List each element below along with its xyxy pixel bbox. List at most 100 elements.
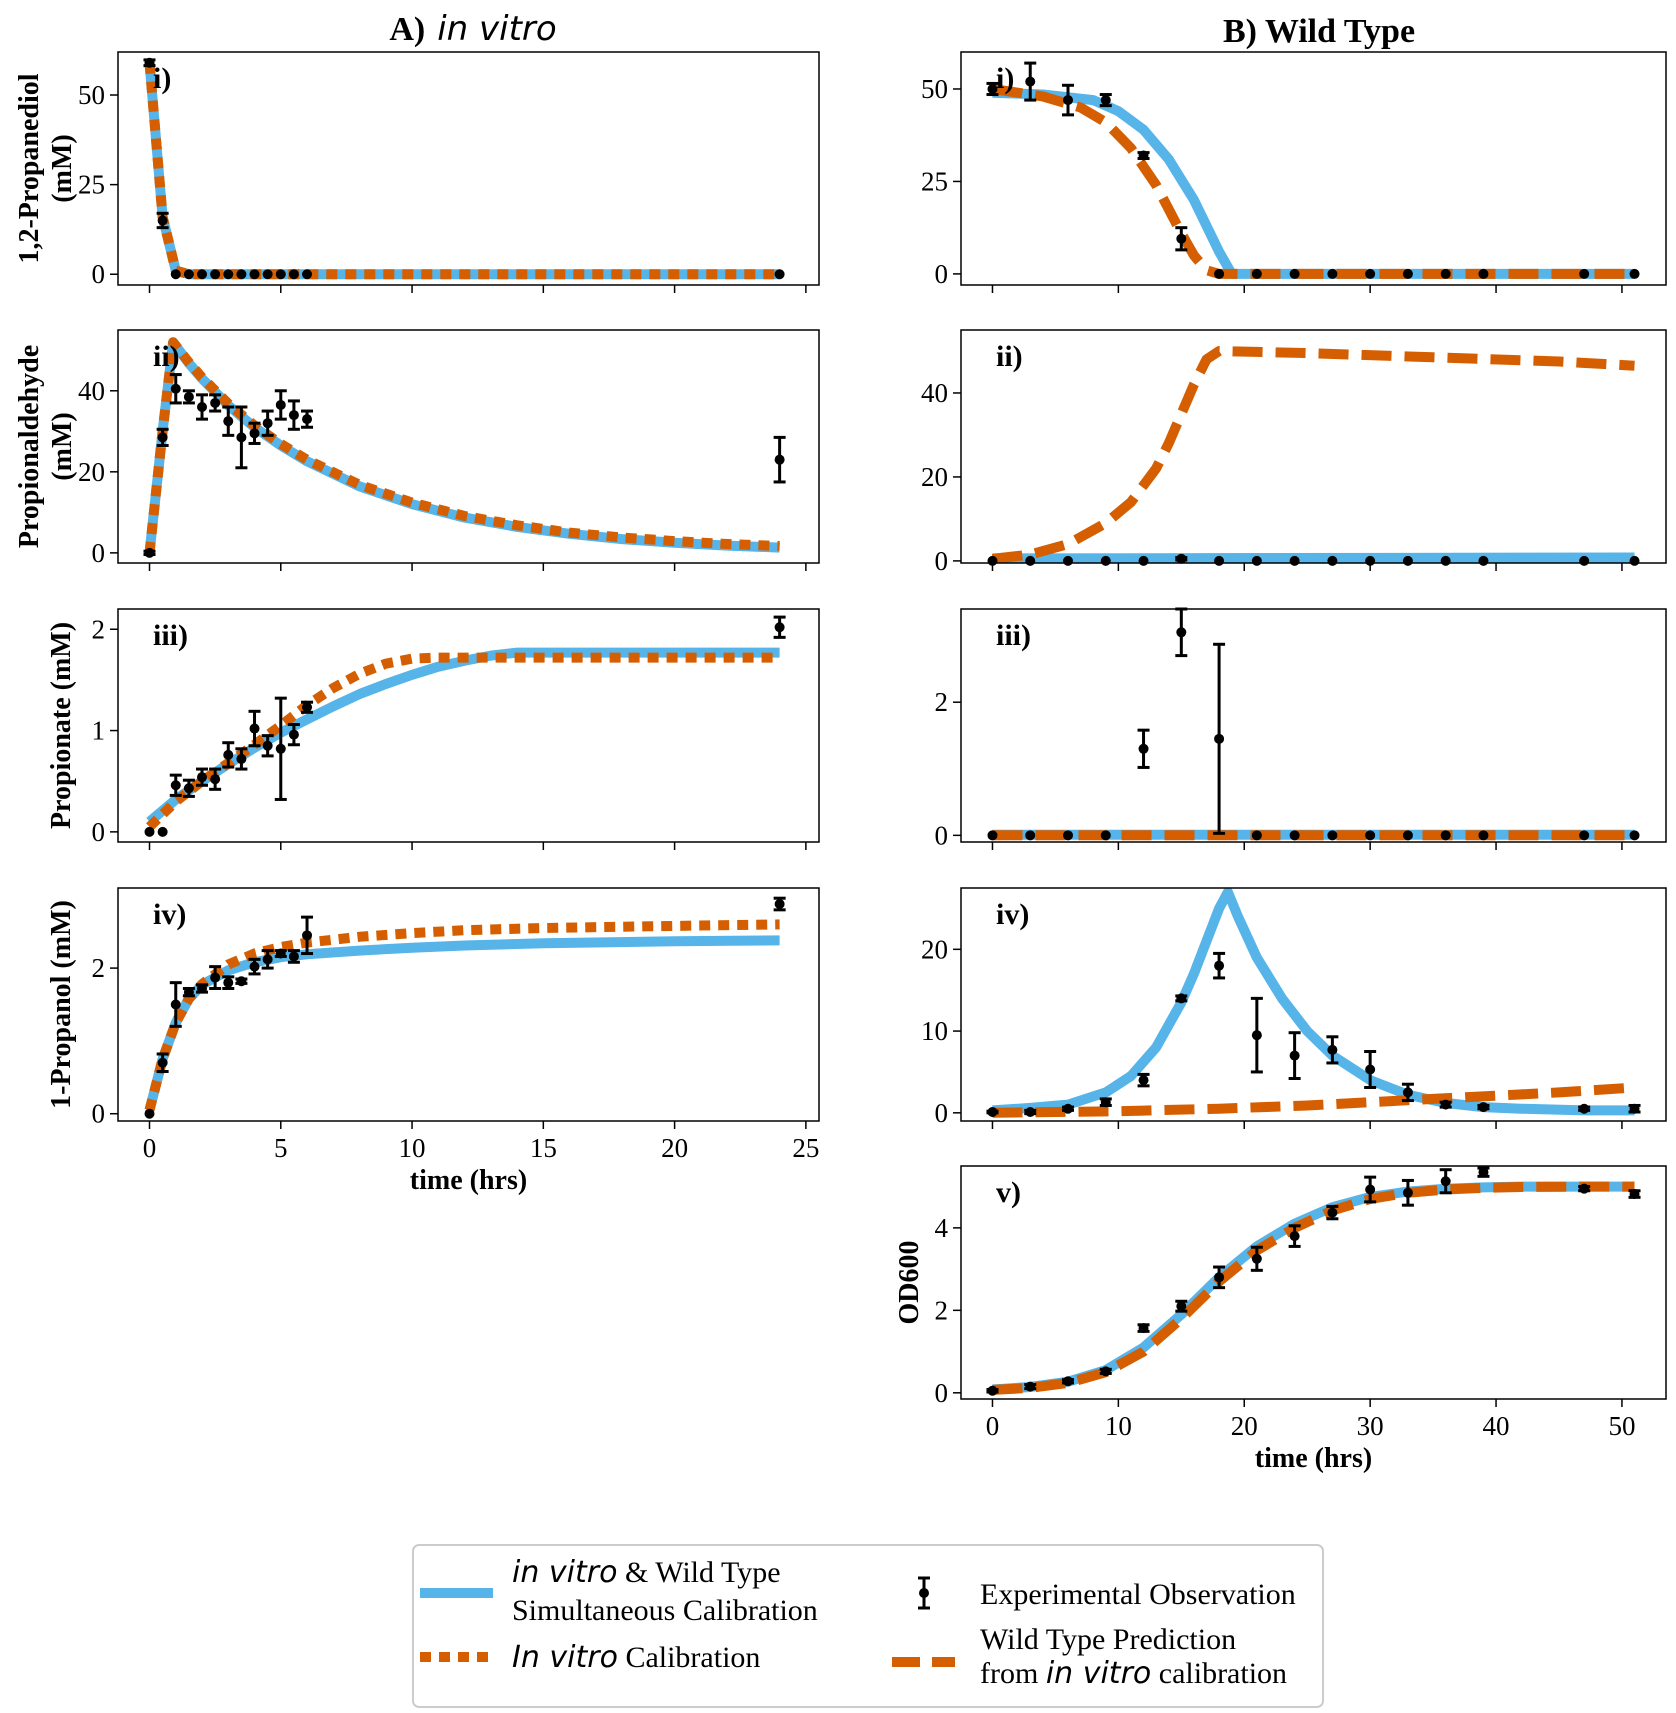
observation-point: [302, 269, 313, 280]
observation-marker: [210, 269, 221, 280]
observation-marker: [1478, 555, 1489, 566]
column-title-a-italic: in vitro: [437, 9, 556, 49]
observation-point: [222, 405, 235, 437]
series-group: [144, 919, 780, 1112]
x-tick-label: 0: [143, 1133, 157, 1163]
observation-marker: [1251, 268, 1262, 279]
observation-point: [1288, 1031, 1301, 1080]
y-tick-label: 0: [935, 546, 949, 576]
observation-point: [1063, 555, 1074, 566]
series-dotted-line: [146, 652, 780, 831]
observation-marker: [223, 749, 234, 760]
observation-marker: [144, 57, 155, 68]
observation-point: [288, 269, 299, 280]
observation-marker: [275, 399, 286, 410]
plot-frame: [117, 329, 820, 564]
observation-point: [1175, 226, 1188, 252]
legend-label-invitro: In vitro Calibration: [512, 1640, 760, 1675]
observation-marker: [183, 783, 194, 794]
observation-marker: [1629, 830, 1640, 841]
observation-marker: [1025, 830, 1036, 841]
observation-marker: [157, 826, 168, 837]
observation-point: [1099, 1366, 1112, 1377]
x-tick-label: 40: [1483, 1411, 1510, 1441]
plot-frame: [960, 1165, 1667, 1400]
observation-point: [1478, 830, 1489, 841]
observation-point: [1629, 555, 1640, 566]
observation-point: [1327, 268, 1338, 279]
observation-point: [1579, 830, 1590, 841]
observation-point: [1364, 1050, 1377, 1089]
y-tick-label: 1: [92, 716, 106, 746]
observation-marker: [1629, 555, 1640, 566]
legend-label-prediction-line2: from in vitro calibration: [980, 1656, 1287, 1691]
observation-point: [1175, 553, 1188, 564]
observation-marker: [1100, 1097, 1111, 1108]
panel-label: v): [996, 1176, 1021, 1209]
observation-point: [1213, 642, 1226, 835]
observation-marker: [1579, 830, 1590, 841]
observation-point: [1440, 555, 1451, 566]
y-axis-label: 1,2-Propanediol(mM): [14, 73, 78, 263]
observation-point: [1579, 555, 1590, 566]
series-solid-line: [992, 552, 1635, 563]
observation-marker: [262, 418, 273, 429]
observation-marker: [1402, 1187, 1413, 1198]
observation-point: [1024, 1107, 1037, 1118]
observation-point: [209, 767, 222, 791]
y-tick-label: 40: [921, 378, 948, 408]
observation-point: [1578, 1183, 1591, 1194]
observation-marker: [1629, 1189, 1640, 1200]
observation-point: [249, 269, 260, 280]
series-group: [992, 888, 1635, 1118]
observation-point: [1365, 268, 1376, 279]
observation-marker: [1176, 553, 1187, 564]
x-tick-label: 25: [792, 1133, 819, 1163]
observation-point: [1175, 993, 1188, 1004]
observation-marker: [249, 723, 260, 734]
observation-point: [1062, 1103, 1075, 1114]
observation-marker: [1289, 555, 1300, 566]
observation-marker: [1214, 733, 1225, 744]
legend-label-experimental: Experimental Observation: [980, 1578, 1296, 1611]
observation-point: [1629, 830, 1640, 841]
observation-marker: [774, 622, 785, 633]
observation-point: [261, 949, 274, 970]
y-tick-label: 0: [935, 259, 949, 289]
observation-marker: [1440, 555, 1451, 566]
series-group: [992, 829, 1635, 841]
series-group: [144, 337, 780, 554]
observation-point: [248, 957, 261, 976]
observation-point: [274, 389, 287, 421]
series-dashed-line: [991, 346, 1635, 563]
legend-label-prediction-line1: Wild Type Prediction: [980, 1623, 1236, 1656]
observation-marker: [288, 729, 299, 740]
observation-marker: [1402, 830, 1413, 841]
observation-marker: [262, 954, 273, 965]
observation-point: [223, 269, 234, 280]
column-title-b: B) Wild Type: [1223, 13, 1415, 50]
observation-point: [1251, 830, 1262, 841]
observation-marker: [183, 987, 194, 998]
plot-frame: [960, 51, 1667, 286]
observation-marker: [1138, 1323, 1149, 1334]
observation-point: [1327, 830, 1338, 841]
panels: 025501,2-Propanediol(mM)i)02040Propional…: [14, 51, 1667, 1474]
observation-marker: [1365, 1064, 1376, 1075]
observation-marker: [1251, 830, 1262, 841]
observation-marker: [1402, 268, 1413, 279]
panel-b4: 0 10 20 iv): [921, 887, 1667, 1129]
x-tick-label: 30: [1357, 1411, 1384, 1441]
plot-frame: [960, 887, 1667, 1122]
observation-point: [1477, 1102, 1490, 1113]
observation-marker: [288, 951, 299, 962]
observation-marker: [1100, 1366, 1111, 1377]
observation-marker: [1579, 268, 1590, 279]
legend-frame: [412, 1544, 1324, 1708]
observation-marker: [1176, 993, 1187, 1004]
observation-marker: [1100, 95, 1111, 106]
observation-marker: [144, 826, 155, 837]
observation-point: [301, 409, 314, 429]
observation-marker: [302, 702, 313, 713]
observation-marker: [223, 269, 234, 280]
